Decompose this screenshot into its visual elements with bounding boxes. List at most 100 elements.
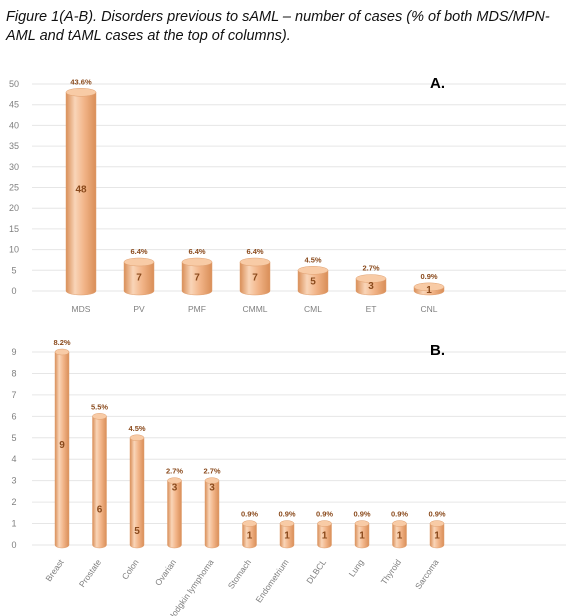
bar-top: [129, 434, 145, 442]
bar-value-label: 1: [426, 285, 432, 296]
bar-value-label: 1: [434, 530, 440, 541]
bar-percent-label: 4.5%: [128, 424, 145, 433]
bar-value-label: 1: [247, 530, 253, 541]
bar-top: [317, 520, 332, 527]
bar-top: [392, 520, 407, 527]
bar-percent-label: 2.7%: [166, 467, 183, 476]
bar: [123, 257, 155, 296]
bar-top: [354, 520, 370, 527]
bar-percent-label: 5.5%: [91, 402, 108, 411]
bar-value-label: 1: [359, 530, 365, 541]
bar-top: [123, 257, 155, 267]
y-tick-label: 25: [9, 183, 19, 193]
bar-percent-label: 0.9%: [278, 510, 295, 519]
x-tick-label: Ovarian: [153, 557, 178, 587]
x-tick-label: Colon: [120, 557, 141, 581]
y-tick-label: 1: [11, 519, 16, 529]
y-tick-label: 2: [11, 497, 16, 507]
bar-percent-label: 0.9%: [420, 272, 437, 281]
bar: [355, 274, 387, 296]
bar-value-label: 6: [97, 504, 103, 515]
bar-top: [167, 477, 182, 484]
y-tick-label: 6: [11, 411, 16, 421]
bar-value-label: 1: [322, 530, 328, 541]
bar-value-label: 5: [310, 277, 316, 288]
bar-value-label: 3: [209, 483, 215, 494]
bar: [317, 520, 332, 549]
y-tick-label: 45: [9, 100, 19, 110]
bar-top: [239, 257, 271, 267]
bar-percent-label: 0.9%: [316, 510, 333, 519]
x-tick-label: ET: [366, 304, 377, 314]
x-tick-label: DLBCL: [304, 557, 328, 585]
bar-value-label: 9: [59, 440, 65, 451]
y-tick-label: 5: [11, 265, 16, 275]
bar: [297, 266, 329, 296]
y-tick-label: 0: [11, 286, 16, 296]
bar-top: [355, 274, 387, 283]
panel-label: B.: [430, 342, 445, 359]
bar: [392, 520, 407, 549]
bar-top: [92, 413, 107, 420]
y-tick-label: 20: [9, 203, 19, 213]
bar-top: [297, 266, 329, 275]
y-tick-label: 5: [11, 433, 16, 443]
y-tick-label: 7: [11, 390, 16, 400]
x-tick-label: CMML: [242, 304, 267, 314]
bar: [54, 348, 70, 549]
x-tick-label: CML: [304, 304, 322, 314]
bar: [92, 413, 107, 549]
bar-value-label: 3: [368, 281, 374, 292]
bar: [129, 434, 145, 549]
x-tick-label: Endometrium: [253, 557, 290, 604]
bar-percent-label: 0.9%: [428, 510, 445, 519]
bar-percent-label: 8.2%: [53, 338, 70, 347]
x-tick-label: Sarcoma: [413, 557, 441, 591]
bar-top: [54, 348, 70, 356]
bar-value-label: 3: [172, 483, 178, 494]
bar-value-label: 7: [252, 273, 258, 284]
bar: [65, 88, 97, 296]
y-tick-label: 0: [11, 540, 16, 550]
bar-value-label: 7: [194, 273, 200, 284]
bar: [429, 520, 445, 549]
bar-top: [413, 282, 445, 292]
bar-top: [242, 520, 257, 527]
y-tick-label: 30: [9, 162, 19, 172]
y-tick-label: 15: [9, 224, 19, 234]
bar: [204, 477, 220, 549]
x-tick-label: Prostate: [77, 557, 104, 589]
bar-percent-label: 2.7%: [203, 467, 220, 476]
x-tick-label: Stomach: [226, 557, 254, 590]
y-tick-label: 50: [9, 79, 19, 89]
x-tick-label: PV: [133, 304, 145, 314]
panel-label: A.: [430, 75, 445, 92]
bar-value-label: 7: [136, 273, 142, 284]
bar: [167, 477, 182, 549]
bar-percent-label: 6.4%: [130, 247, 147, 256]
x-tick-label: Thyroid: [379, 557, 404, 586]
bar-percent-label: 6.4%: [246, 247, 263, 256]
y-tick-label: 9: [11, 347, 16, 357]
bar: [239, 257, 271, 296]
bar: [279, 520, 295, 549]
bar: [181, 257, 213, 296]
x-tick-label: PMF: [188, 304, 206, 314]
bar-value-label: 1: [284, 530, 290, 541]
bar-percent-label: 43.6%: [70, 77, 92, 86]
bar-percent-label: 6.4%: [188, 247, 205, 256]
y-tick-label: 4: [11, 454, 16, 464]
y-tick-label: 8: [11, 368, 16, 378]
bar-percent-label: 2.7%: [362, 264, 379, 273]
bar-top: [429, 520, 445, 527]
bar-value-label: 48: [75, 184, 87, 195]
y-tick-label: 3: [11, 476, 16, 486]
bar-top: [279, 520, 295, 527]
x-tick-label: CNL: [420, 304, 437, 314]
bar-top: [204, 477, 220, 484]
bar-top: [181, 257, 213, 267]
bar-percent-label: 0.9%: [353, 510, 370, 519]
y-tick-label: 10: [9, 245, 19, 255]
